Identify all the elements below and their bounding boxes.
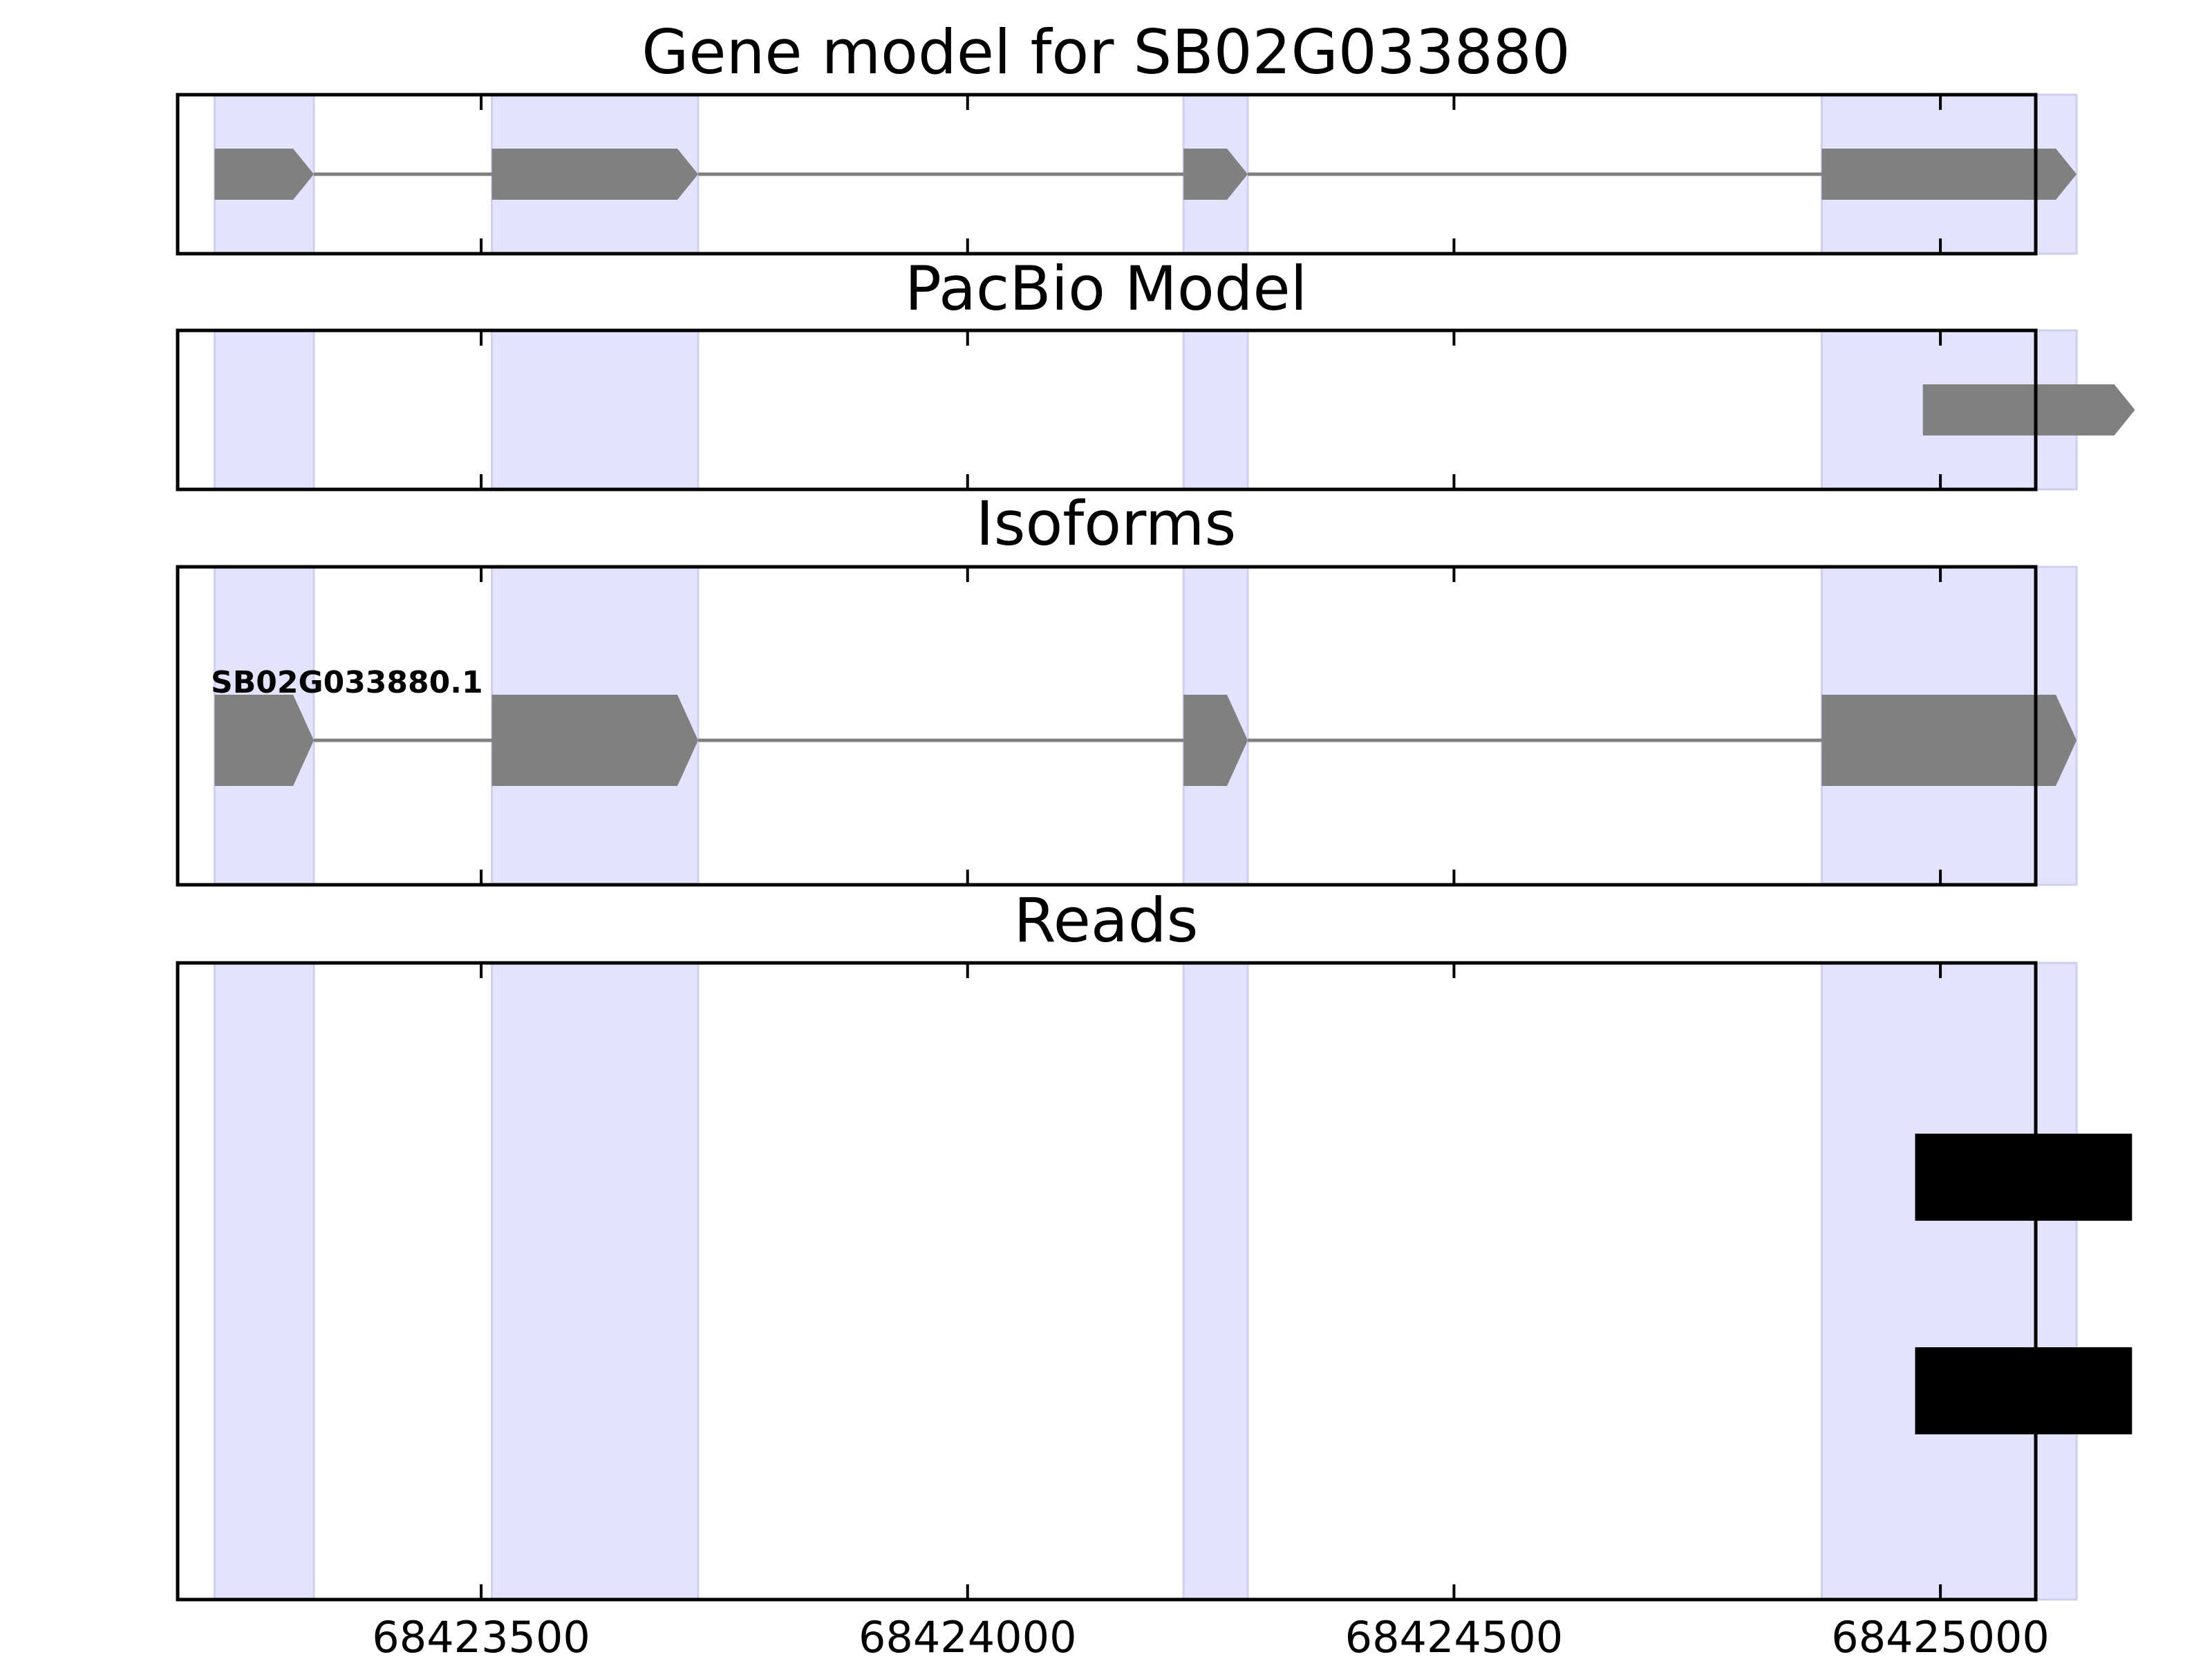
panel-title-reads: Reads [1014,885,1199,956]
exon-block [491,695,698,787]
panel-title-isoforms: Isoforms [976,488,1237,559]
exon-block [491,149,698,200]
exon-block [1821,695,2077,787]
read-bar [1915,1134,2133,1221]
highlight-band [213,329,315,491]
panel-frame [176,328,2038,491]
exon-block [1922,384,2135,435]
exon-block [1183,149,1248,200]
x-tick-labels: 68423500 68424000 68424500 68425000 [372,1612,2050,1659]
exon-block [214,149,315,200]
tick-layer [480,95,1942,254]
feature-layer [214,149,2077,200]
highlight-band [491,329,700,491]
x-tick-label: 68424500 [1345,1612,1564,1659]
panel-gene-model [176,93,2078,256]
highlight-band [1182,329,1249,491]
feature-layer [1915,1134,2133,1434]
highlight-band [213,962,315,1601]
highlight-band [491,962,700,1601]
exon-block [214,695,315,787]
isoform-label: SB02G033880.1 [211,665,483,700]
panel-title-gene-model: Gene model for SB02G033880 [641,17,1571,88]
feature-layer [1922,384,2135,435]
panel-frame [176,961,2038,1602]
highlight-layer [213,962,2078,1601]
x-tick-label: 68425000 [1831,1612,2050,1659]
tick-layer [480,963,1942,1600]
panel-isoforms: SB02G033880.1 [176,565,2078,887]
highlight-band [1182,962,1249,1601]
panel-title-pacbio-model: PacBio Model [905,253,1307,324]
panel-reads: 68423500 68424000 68424500 68425000 [176,961,2133,1659]
highlight-band [1820,962,2078,1601]
x-tick-label: 68423500 [372,1612,590,1659]
x-tick-label: 68424000 [859,1612,1077,1659]
tick-layer [480,567,1942,885]
panel-frame [176,565,2038,887]
highlight-layer [213,329,2078,491]
exon-block [1821,149,2077,200]
tick-layer [480,330,1942,489]
exon-block [1183,695,1248,787]
panel-pacbio-model [176,328,2135,491]
read-bar [1915,1347,2133,1434]
feature-layer [214,695,2077,787]
panel-frame [176,93,2038,256]
